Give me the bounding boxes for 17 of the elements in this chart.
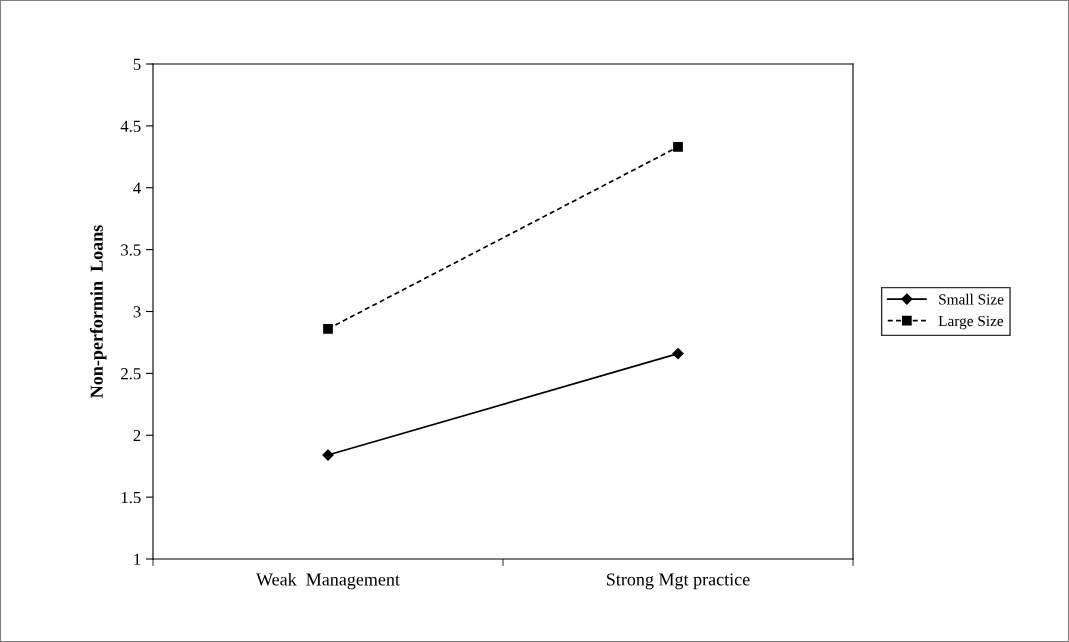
y-tick-label: 4 — [133, 182, 141, 194]
point — [672, 347, 684, 360]
y-axis-title: Non-performin Loans — [89, 225, 107, 398]
y-tick-label: 2 — [133, 430, 141, 442]
y-tick-label: 1.5 — [121, 491, 141, 504]
legend-label: Large Size — [938, 315, 1004, 330]
y-tick-label: 3 — [133, 306, 141, 318]
y-tick-label: 3.5 — [121, 244, 141, 256]
point — [323, 323, 333, 334]
y-tick-label: 1 — [134, 553, 141, 565]
legend-label: Small Size — [939, 293, 1004, 305]
x-tick-label: Weak Management — [256, 572, 400, 590]
point — [673, 142, 683, 152]
y-tick-label: 5 — [133, 58, 141, 70]
x-tick-label: Strong Mgt practice — [607, 573, 750, 590]
y-tick-label: 2.5 — [121, 368, 141, 380]
y-tick-label: 4.5 — [120, 120, 141, 132]
